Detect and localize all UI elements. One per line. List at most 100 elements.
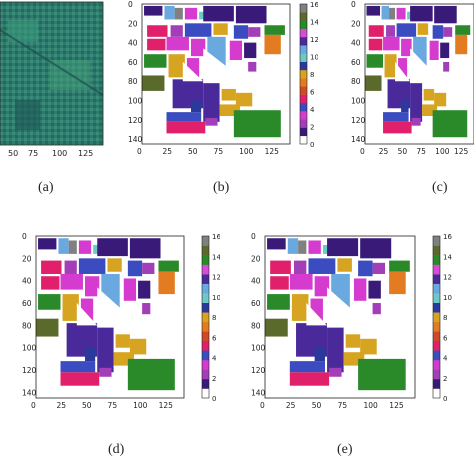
class-region (68, 240, 77, 254)
y-tick-label: 120 (128, 116, 143, 125)
class-region (423, 88, 435, 101)
y-tick-label: 0 (251, 232, 256, 241)
x-tick-label: 100 (435, 147, 450, 156)
colorbar-swatch (433, 283, 440, 294)
class-region (38, 238, 57, 250)
class-region (327, 287, 350, 328)
class-region (293, 260, 307, 274)
class-region (401, 100, 409, 113)
class-region (434, 5, 457, 24)
class-region (443, 27, 453, 37)
colorbar-swatch (433, 312, 440, 323)
x-tick-label: 75 (214, 147, 224, 156)
colorbar-swatch (300, 69, 307, 79)
class-region (190, 38, 206, 57)
class-region (129, 338, 147, 355)
colorbar-frame (299, 3, 308, 145)
x-tick-label: 25 (163, 147, 173, 156)
x-tick-label: 50 (82, 401, 92, 410)
colorbar-swatch (300, 86, 307, 95)
x-tick-label: 125 (78, 149, 93, 158)
class-region (395, 61, 411, 82)
y-tick-label: 20 (128, 19, 138, 28)
class-region (147, 25, 168, 37)
class-region (164, 5, 175, 20)
class-region (138, 280, 151, 299)
panel-d: 0 25 50 75 100 125 0 20 40 60 80 100 120 140 16 14 12 10 8… (20, 230, 220, 415)
colorbar-swatch (300, 119, 307, 128)
colorbar-swatch (202, 359, 209, 370)
class-region (440, 42, 450, 59)
x-tick-label: 100 (363, 401, 378, 410)
class-region (147, 38, 166, 51)
colorbar-swatch (300, 111, 307, 120)
class-region (432, 25, 444, 39)
class-region (429, 40, 439, 60)
colorbar-tick-label: 12 (212, 274, 220, 282)
y-tick-label: 0 (22, 232, 27, 241)
x-tick-label: 50 (398, 147, 408, 156)
panel-c: 0 25 50 75 100 125 0 20 40 60 80 100 120 140 (345, 0, 474, 165)
class-region (166, 36, 189, 51)
class-region (41, 276, 60, 290)
colorbar-swatch (300, 28, 307, 38)
class-region (97, 238, 128, 257)
x-tick-label: 0 (137, 147, 142, 156)
y-tick-label: 60 (251, 299, 261, 308)
class-region (264, 25, 285, 35)
class-region (289, 273, 313, 290)
class-region (229, 40, 243, 60)
colorbar-swatch (300, 94, 307, 104)
class-map-chart: 0 25 50 75 100 125020406080100120140161412108… (128, 0, 318, 156)
colorbar-swatch (433, 359, 440, 370)
class-region (233, 110, 281, 138)
colorbar-tick-label: 16 (212, 233, 220, 241)
class-region (267, 238, 286, 250)
colorbar-swatch (202, 236, 209, 246)
y-tick-label: 20 (351, 19, 361, 28)
class-region (248, 61, 257, 72)
class-region (372, 303, 381, 315)
class-region (203, 5, 234, 22)
class-region (396, 23, 417, 37)
class-region (84, 347, 96, 362)
satellite-road (0, 29, 104, 96)
class-region (170, 25, 183, 37)
satellite-field (8, 20, 38, 42)
y-tick-label: 100 (351, 97, 366, 106)
class-region (360, 238, 392, 259)
y-tick-label: 40 (351, 39, 361, 48)
colorbar-swatch (433, 274, 440, 284)
colorbar-swatch (433, 245, 440, 256)
map-frame (141, 3, 291, 145)
class-region (306, 303, 328, 326)
colorbar-tick-label: 8 (310, 71, 314, 79)
y-tick-label: 40 (22, 277, 32, 286)
colorbar-tick-label: 6 (212, 334, 217, 342)
class-region (184, 7, 198, 20)
caption-c: (c) (432, 180, 448, 195)
class-region (233, 25, 249, 39)
class-region (398, 58, 408, 78)
class-region (58, 238, 69, 254)
class-region (41, 260, 62, 274)
class-region (235, 92, 253, 107)
panel-b: 0 25 50 75 100 125 0 20 40 60 80 100 120 140 16 14 12 10 8… (118, 0, 318, 165)
colorbar-tick-label: 10 (310, 54, 318, 62)
x-tick-label: 50 (8, 149, 18, 158)
class-region (174, 7, 183, 20)
class-region (142, 262, 155, 274)
x-tick-label: 125 (454, 147, 469, 156)
class-region (434, 92, 447, 107)
colorbar-swatch (300, 127, 307, 137)
colorbar-tick-label: 14 (310, 19, 318, 27)
class-region (107, 258, 122, 272)
class-region (270, 276, 289, 290)
colorbar-tick-label: 2 (310, 124, 314, 132)
colorbar-swatch (300, 78, 307, 87)
y-tick-label: 40 (251, 277, 261, 286)
colorbar-tick-label: 8 (212, 314, 216, 322)
class-region (455, 25, 471, 35)
x-tick-label: 100 (52, 149, 67, 158)
class-region (219, 104, 240, 116)
